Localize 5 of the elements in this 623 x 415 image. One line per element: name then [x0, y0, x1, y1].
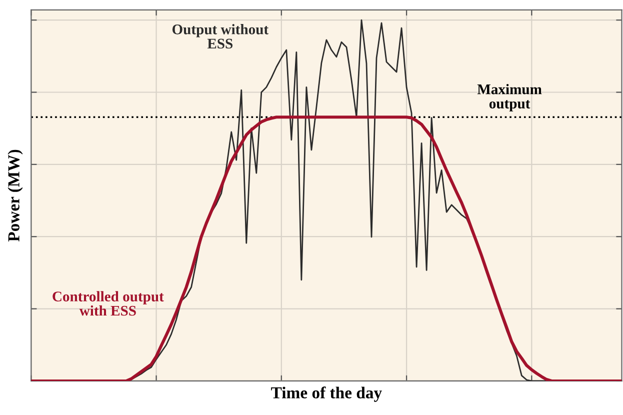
- y-axis-title: Power (MW): [8, 150, 23, 242]
- series-label: Controlled output with ESS: [52, 291, 164, 316]
- x-axis-title: Time of the day: [271, 386, 382, 402]
- series-label: Output without ESS: [172, 24, 269, 49]
- ref-line-label: Maximum output: [477, 84, 542, 112]
